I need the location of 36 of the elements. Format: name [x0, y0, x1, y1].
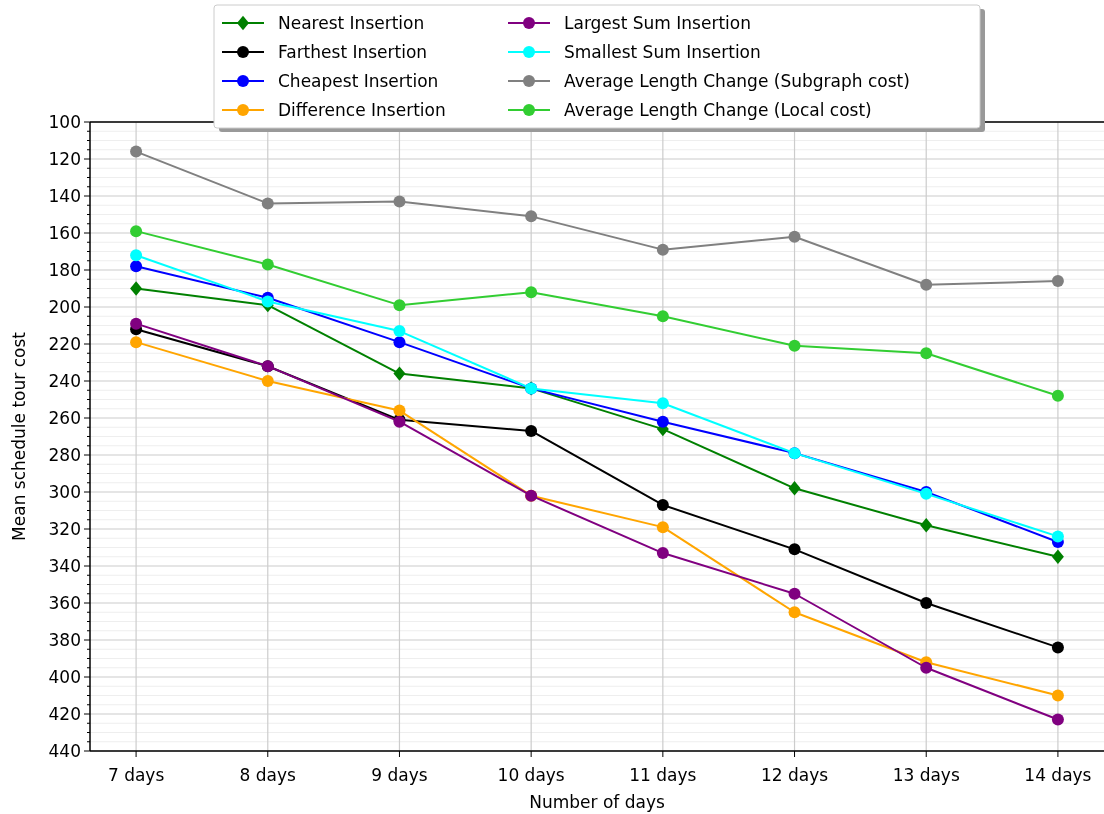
- y-tick-label: 360: [48, 592, 81, 613]
- y-tick-label: 420: [48, 703, 81, 724]
- x-axis-title: Number of days: [529, 792, 665, 812]
- x-tick-label: 7 days: [107, 765, 165, 785]
- legend-label: Farthest Insertion: [278, 42, 428, 62]
- legend-label: Difference Insertion: [278, 100, 446, 120]
- legend-label: Smallest Sum Insertion: [564, 42, 761, 62]
- y-tick-label: 260: [48, 407, 81, 428]
- y-tick-label: 140: [48, 185, 81, 206]
- y-tick-label: 200: [48, 296, 81, 317]
- legend-label: Largest Sum Insertion: [564, 13, 751, 33]
- y-tick-label: 160: [48, 222, 81, 243]
- legend-label: Average Length Change (Local cost): [564, 100, 872, 120]
- legend-label: Nearest Insertion: [278, 13, 425, 33]
- y-tick-label: 400: [48, 666, 81, 687]
- y-tick-label: 320: [48, 518, 81, 539]
- y-tick-label: 280: [48, 444, 81, 465]
- y-axis-title: Mean schedule tour cost: [9, 331, 29, 541]
- x-tick-label: 11 days: [629, 765, 697, 785]
- y-tick-label: 240: [48, 370, 81, 391]
- y-tick-label: 440: [48, 740, 81, 761]
- x-tick-label: 12 days: [760, 765, 829, 785]
- x-tick-label: 9 days: [371, 765, 428, 785]
- legend-label: Average Length Change (Subgraph cost): [564, 71, 910, 91]
- x-tick-label: 13 days: [892, 765, 960, 785]
- x-tick-label: 14 days: [1024, 765, 1092, 785]
- y-tick-label: 300: [48, 481, 81, 502]
- y-tick-label: 120: [48, 148, 81, 169]
- y-tick-label: 380: [48, 629, 81, 650]
- x-tick-label: 8 days: [239, 765, 297, 785]
- y-tick-label: 340: [48, 555, 81, 576]
- legend-label: Cheapest Insertion: [278, 71, 439, 91]
- y-tick-label: 100: [48, 111, 81, 132]
- y-tick-label: 220: [48, 333, 81, 354]
- y-tick-label: 180: [48, 259, 81, 280]
- x-tick-label: 10 days: [497, 765, 565, 785]
